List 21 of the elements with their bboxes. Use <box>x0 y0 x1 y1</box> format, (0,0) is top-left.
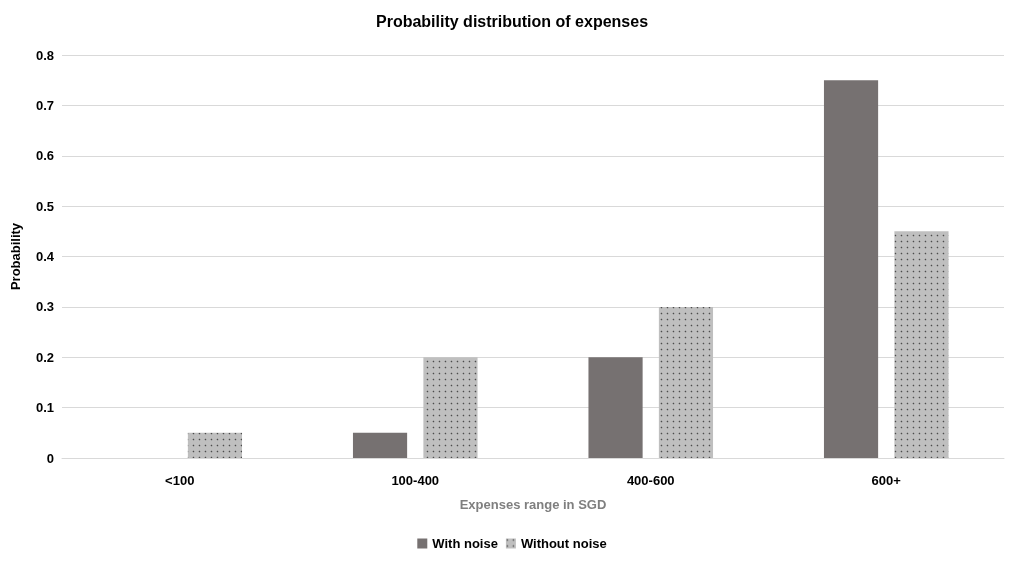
x-axis-title: Expenses range in SGD <box>459 497 607 512</box>
y-axis-title: Probability <box>8 222 23 291</box>
bar <box>352 432 408 458</box>
y-tick-label: 0.1 <box>35 400 54 416</box>
y-tick-label: 0.3 <box>35 299 54 315</box>
bar <box>823 80 879 458</box>
x-tick-label: 400-600 <box>626 473 675 488</box>
chart-title: Probability distribution of expenses <box>375 12 649 30</box>
legend-label: Without noise <box>520 536 607 551</box>
x-tick-label: 600+ <box>871 473 902 488</box>
y-tick-label: 0.7 <box>35 97 54 113</box>
y-tick-label: 0 <box>46 450 54 466</box>
y-tick-label: 0.6 <box>35 148 54 164</box>
y-tick-label: 0.4 <box>35 249 55 264</box>
x-tick-label: <100 <box>165 473 195 488</box>
x-tick-label: 100-400 <box>391 473 440 488</box>
legend-label: With noise <box>432 536 498 551</box>
y-tick-label: 0.8 <box>35 47 54 63</box>
y-tick-label: 0.2 <box>35 349 54 365</box>
bar <box>588 357 643 458</box>
y-tick-label: 0.5 <box>35 198 54 214</box>
